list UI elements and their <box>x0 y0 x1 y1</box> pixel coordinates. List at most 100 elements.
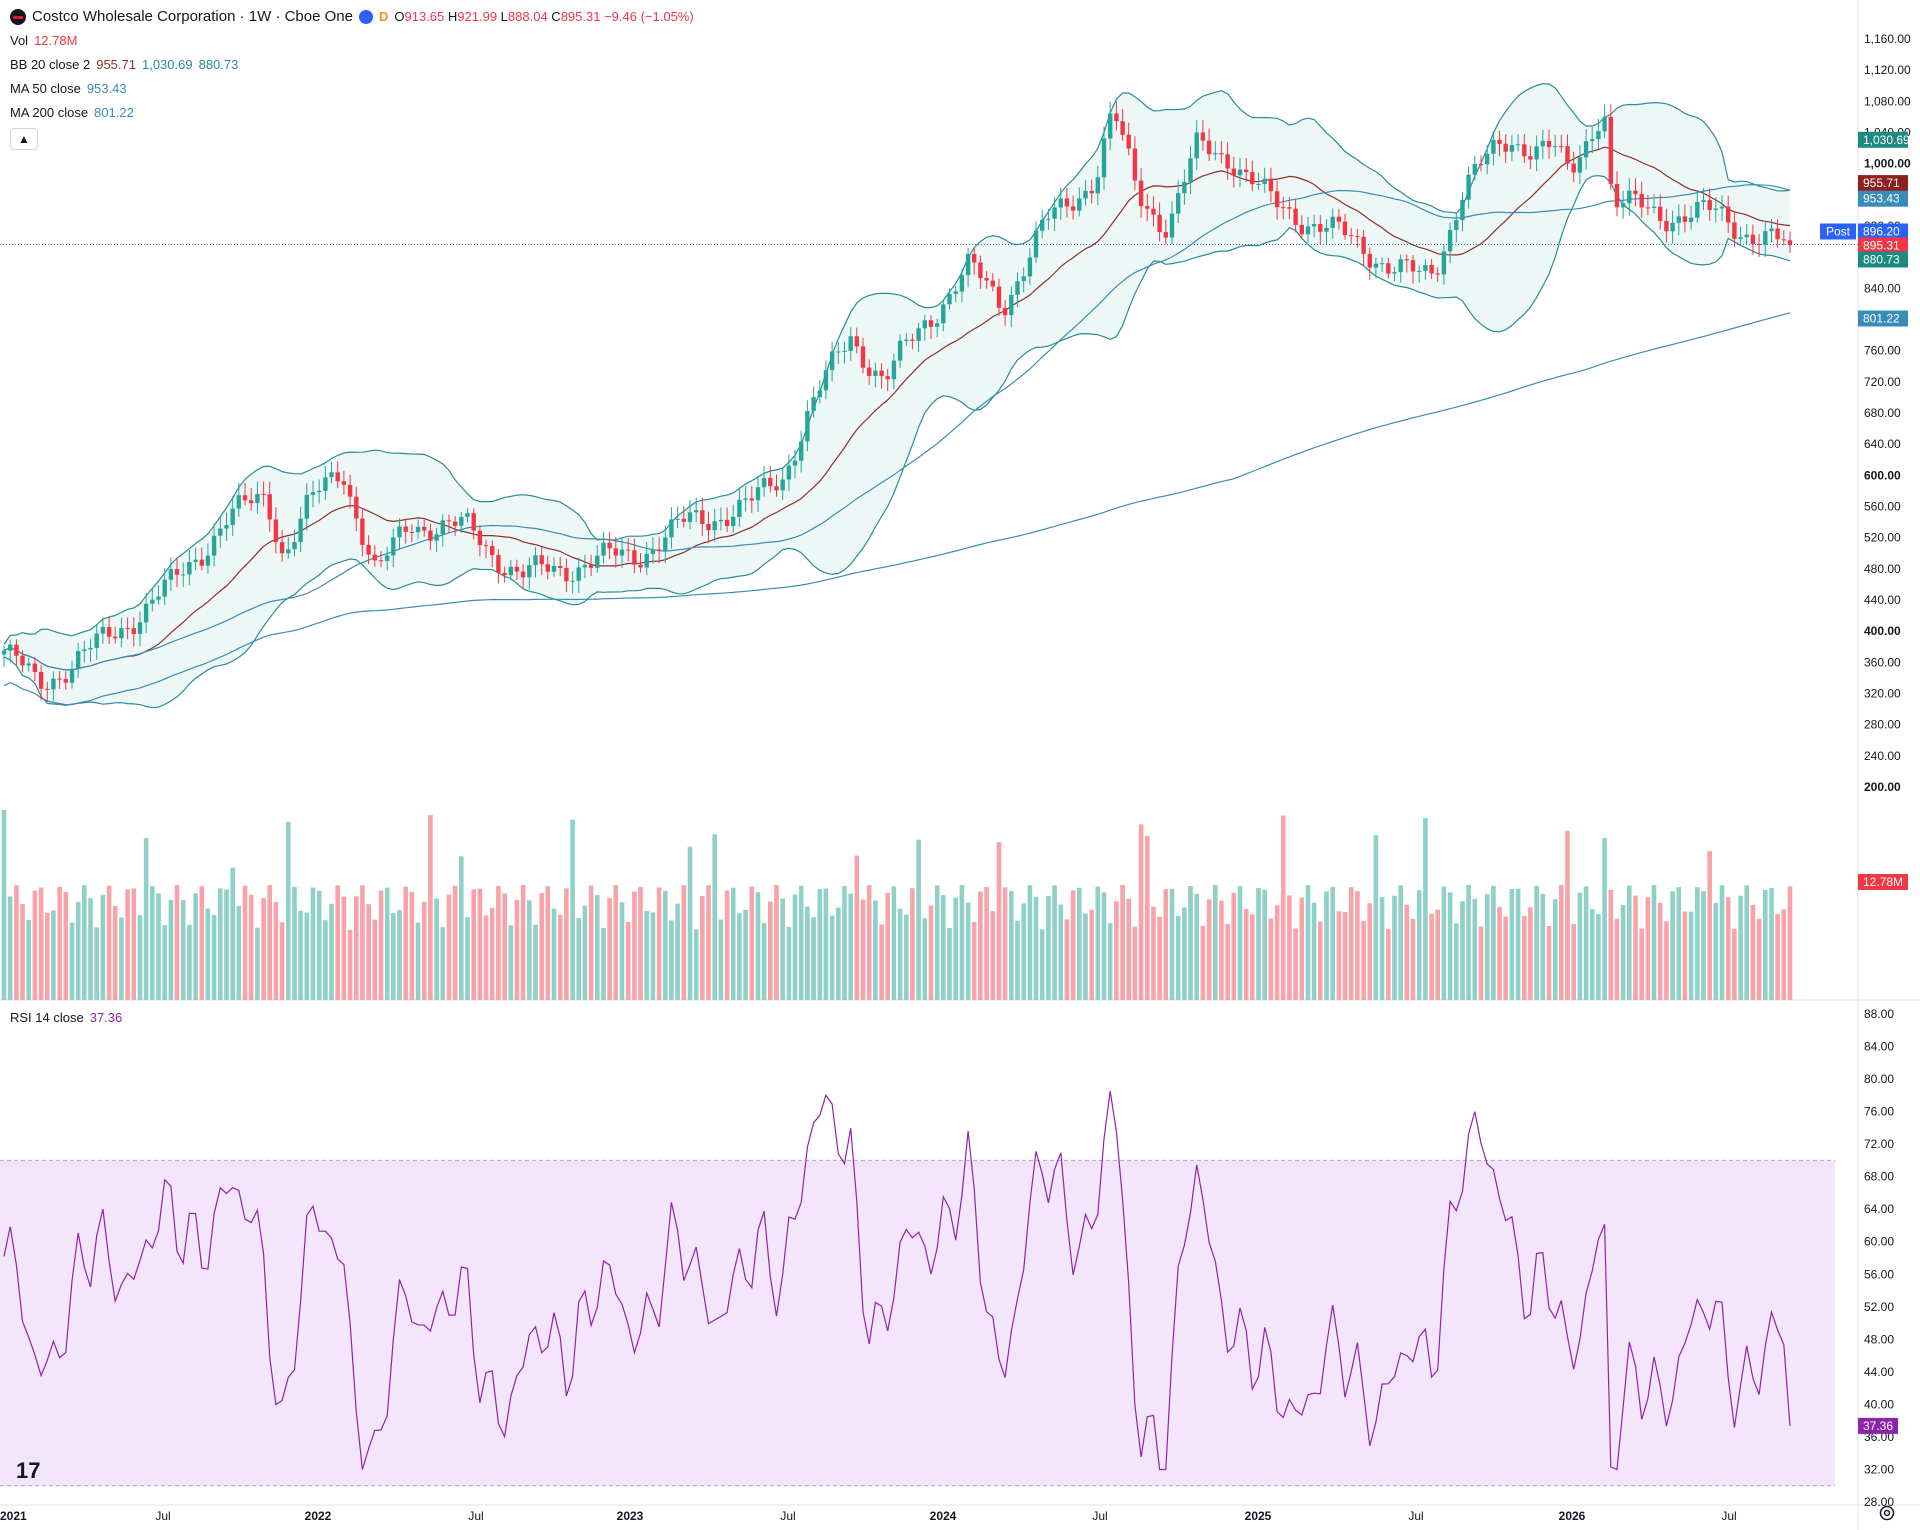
candle <box>601 532 606 564</box>
candle <box>1361 230 1366 267</box>
candle <box>607 531 612 559</box>
candle-body <box>768 477 773 487</box>
candle-body <box>88 647 93 650</box>
tradingview-logo-icon[interactable]: 17 <box>16 1458 41 1483</box>
candle-body <box>1787 240 1793 246</box>
candle <box>947 288 952 310</box>
legend-rsi[interactable]: RSI 14 close 37.36 <box>10 1010 123 1025</box>
candle <box>743 486 748 512</box>
candle <box>1163 219 1168 244</box>
candle <box>1596 118 1601 150</box>
legend-volume[interactable]: Vol 12.78M <box>10 33 78 48</box>
candle <box>82 640 87 663</box>
volume-bar <box>1763 890 1768 1000</box>
candle-body <box>582 565 588 568</box>
candle <box>354 486 359 531</box>
volume-bar <box>681 885 687 1000</box>
candle-body <box>873 370 878 376</box>
volume-bar <box>248 894 254 1000</box>
volume-bar <box>1738 895 1743 1000</box>
candle-body <box>267 494 272 520</box>
candle <box>422 519 427 537</box>
candle <box>236 482 241 517</box>
candle-body <box>829 351 835 371</box>
rsi-tag-text: 37.36 <box>1863 1419 1893 1433</box>
time-axis-label: 2022 <box>305 1509 332 1523</box>
candle <box>1775 219 1780 248</box>
market-status-icon[interactable] <box>358 9 373 24</box>
volume-bar <box>1701 891 1706 1000</box>
candle <box>143 592 149 633</box>
candle-body <box>508 566 513 576</box>
volume-bar <box>1386 929 1391 1000</box>
candle <box>323 466 328 500</box>
candle-body <box>1756 244 1762 246</box>
high-value: 921.99 <box>457 9 498 24</box>
candle <box>626 538 631 562</box>
volume-bar <box>471 889 476 1000</box>
candle-body <box>576 567 581 581</box>
post-label-bg <box>1820 223 1856 240</box>
candle <box>341 470 347 495</box>
candle-body <box>1040 219 1045 231</box>
candle <box>1052 197 1057 231</box>
volume-bar <box>409 892 415 1000</box>
candle <box>792 449 798 478</box>
bb-basis-tag: 955.71 <box>1858 175 1908 192</box>
volume-tag-text: 12.78M <box>1863 875 1903 889</box>
candle-body <box>619 549 625 556</box>
candle-body <box>1423 265 1428 271</box>
volume-bar <box>1725 897 1731 1000</box>
time-axis-label: 2026 <box>1559 1509 1586 1523</box>
candle <box>854 327 859 354</box>
candle <box>490 540 495 568</box>
rsi-tick-label: 84.00 <box>1864 1040 1894 1054</box>
candle-body <box>1151 208 1156 215</box>
volume-bar <box>866 885 872 1000</box>
close-price-tag: 895.31 <box>1858 237 1908 254</box>
volume-bar <box>1565 830 1570 1000</box>
candle <box>1281 196 1286 220</box>
candle-body <box>422 526 427 531</box>
volume-bar <box>971 921 977 1000</box>
ma50-tag: 953.43 <box>1858 190 1908 207</box>
candle-body <box>1571 163 1576 173</box>
volume-bar <box>360 885 365 1000</box>
candle <box>1138 168 1144 218</box>
symbol-title[interactable]: Costco Wholesale Corporation · 1W · Cboe… <box>32 8 353 25</box>
volume-bar <box>1522 916 1527 1000</box>
candle <box>1293 198 1298 233</box>
legend-ma50[interactable]: MA 50 close 953.43 <box>10 81 127 96</box>
ohlc-readout: O913.65 H921.99 L888.04 C895.31 −9.46 (−… <box>394 9 694 24</box>
candle <box>150 588 155 612</box>
candle <box>1627 178 1632 216</box>
candle-body <box>465 513 470 517</box>
candle <box>1744 224 1749 246</box>
legend-bollinger[interactable]: BB 20 close 2 955.71 1,030.69 880.73 <box>10 57 239 72</box>
candle <box>619 538 625 568</box>
candle-body <box>1620 203 1626 208</box>
candle-body <box>1009 294 1014 316</box>
delayed-data-badge[interactable]: D <box>378 9 389 24</box>
candle-body <box>113 636 118 639</box>
candle-body <box>1497 139 1502 144</box>
candle <box>1120 109 1125 141</box>
volume-bar <box>706 885 711 1000</box>
candle-body <box>378 560 384 562</box>
volume-bar <box>823 888 829 1000</box>
candle <box>786 454 792 492</box>
candle <box>860 337 866 374</box>
candle-body <box>885 376 890 380</box>
collapse-legend-button[interactable]: ▲ <box>10 128 38 150</box>
candle-body <box>656 549 662 552</box>
candle <box>694 497 699 523</box>
volume-bar <box>1243 909 1249 1000</box>
time-axis-label: 2021 <box>0 1509 27 1523</box>
legend-ma200[interactable]: MA 200 close 801.22 <box>10 105 134 120</box>
gear-icon[interactable] <box>1878 1504 1896 1522</box>
candle-body <box>199 559 204 566</box>
candle <box>391 528 396 568</box>
candle-body <box>502 572 507 576</box>
candle-body <box>1132 148 1138 181</box>
